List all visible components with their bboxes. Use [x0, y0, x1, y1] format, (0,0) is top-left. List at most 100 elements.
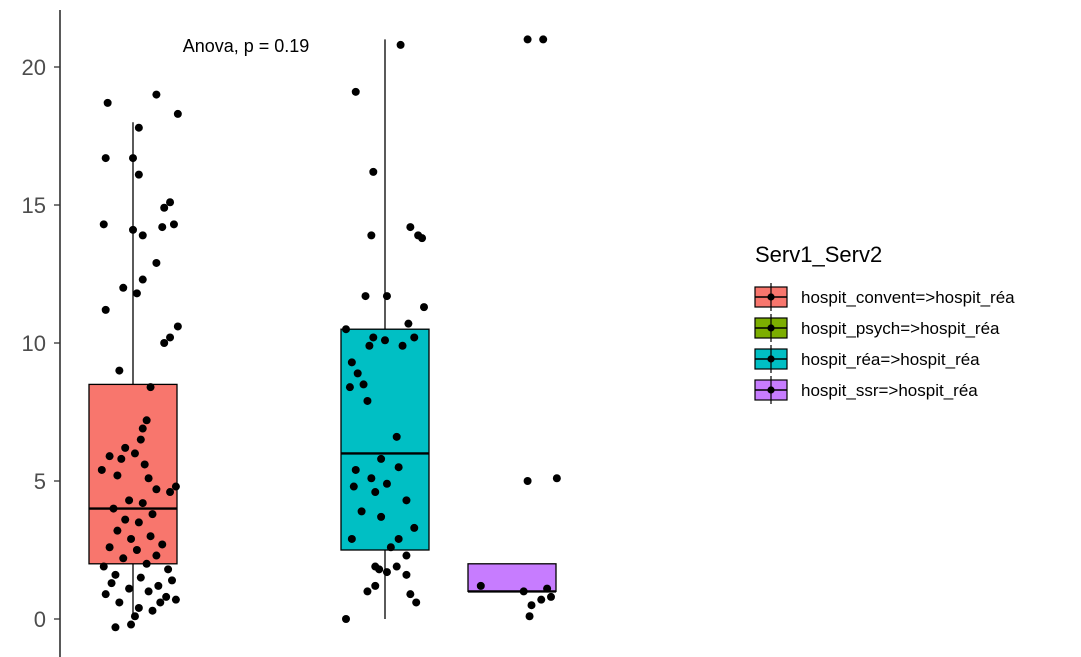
- data-point: [140, 460, 149, 469]
- data-point: [382, 568, 391, 577]
- data-point: [361, 292, 370, 301]
- data-point: [410, 333, 419, 342]
- data-point: [406, 590, 415, 599]
- data-point: [127, 534, 136, 543]
- data-point: [363, 396, 372, 405]
- data-point: [130, 612, 139, 621]
- data-point: [134, 518, 143, 527]
- data-point: [359, 380, 368, 389]
- data-point: [113, 471, 122, 480]
- data-point: [125, 496, 134, 505]
- data-point: [132, 289, 141, 298]
- data-point: [396, 40, 405, 49]
- data-point: [173, 109, 182, 118]
- data-point: [138, 231, 147, 240]
- data-point: [113, 526, 122, 535]
- data-point: [162, 592, 171, 601]
- data-point: [109, 504, 118, 513]
- data-point: [394, 463, 403, 472]
- data-point: [171, 595, 180, 604]
- data-point: [342, 615, 350, 623]
- legend-key-point: [767, 386, 775, 394]
- anova-annotation: Anova, p = 0.19: [183, 36, 310, 56]
- data-point: [156, 598, 165, 607]
- data-point: [142, 559, 151, 568]
- data-point: [382, 292, 391, 301]
- data-point: [136, 573, 145, 582]
- legend-label: hospit_convent=>hospit_réa: [801, 288, 1015, 307]
- data-point: [369, 167, 378, 176]
- data-point: [371, 488, 380, 497]
- data-point: [345, 383, 354, 392]
- data-point: [406, 223, 415, 232]
- data-point: [168, 576, 176, 585]
- data-point: [402, 570, 411, 579]
- data-point: [351, 465, 360, 474]
- data-point: [105, 543, 114, 552]
- data-point: [166, 333, 175, 342]
- data-point: [537, 595, 546, 604]
- data-point: [351, 87, 360, 96]
- data-point: [420, 303, 428, 312]
- data-point: [103, 98, 112, 107]
- data-point: [101, 305, 110, 314]
- data-point: [527, 601, 536, 610]
- legend-item: hospit_ssr=>hospit_réa: [754, 376, 978, 404]
- data-point: [410, 523, 419, 532]
- data-point: [152, 258, 161, 267]
- data-point: [369, 333, 378, 342]
- legend-item: hospit_psych=>hospit_réa: [754, 314, 1000, 342]
- box: [340, 328, 430, 551]
- legend-label: hospit_ssr=>hospit_réa: [801, 381, 978, 400]
- legend: Serv1_Serv2 hospit_convent=>hospit_réaho…: [754, 242, 1015, 404]
- data-point: [382, 479, 391, 488]
- data-point: [523, 477, 532, 485]
- data-points: [97, 35, 561, 632]
- data-point: [377, 454, 386, 463]
- legend-label: hospit_réa=>hospit_réa: [801, 350, 980, 369]
- data-point: [138, 499, 147, 508]
- data-point: [539, 35, 548, 44]
- y-tick-label: 0: [34, 607, 46, 632]
- data-point: [136, 435, 145, 444]
- data-point: [152, 90, 161, 99]
- data-point: [363, 587, 372, 596]
- data-point: [357, 507, 366, 516]
- data-point: [125, 584, 134, 593]
- data-point: [342, 325, 350, 334]
- data-point: [138, 424, 147, 433]
- data-point: [148, 606, 157, 615]
- data-point: [99, 562, 108, 571]
- data-point: [99, 220, 108, 229]
- data-point: [111, 623, 120, 632]
- data-point: [107, 579, 116, 588]
- data-point: [402, 496, 411, 505]
- data-point: [119, 283, 128, 292]
- data-point: [119, 554, 128, 563]
- data-point: [386, 543, 395, 552]
- data-point: [173, 322, 182, 331]
- data-point: [543, 584, 552, 593]
- data-point: [525, 612, 534, 621]
- data-point: [142, 416, 151, 425]
- data-point: [412, 598, 421, 607]
- data-point: [115, 598, 124, 607]
- data-point: [160, 339, 169, 347]
- legend-key-point: [767, 355, 775, 363]
- legend-item: hospit_convent=>hospit_réa: [754, 283, 1015, 311]
- y-tick-label: 15: [22, 193, 46, 218]
- data-point: [111, 570, 120, 579]
- data-point: [130, 449, 139, 458]
- data-point: [347, 534, 356, 543]
- data-point: [101, 154, 110, 163]
- data-point: [101, 590, 110, 599]
- data-point: [152, 551, 161, 560]
- box: [88, 383, 178, 565]
- data-point: [398, 341, 407, 350]
- data-point: [414, 231, 423, 240]
- data-point: [144, 587, 153, 596]
- data-point: [127, 620, 136, 629]
- data-point: [547, 592, 555, 601]
- data-point: [392, 562, 401, 571]
- legend-key-point: [767, 324, 775, 332]
